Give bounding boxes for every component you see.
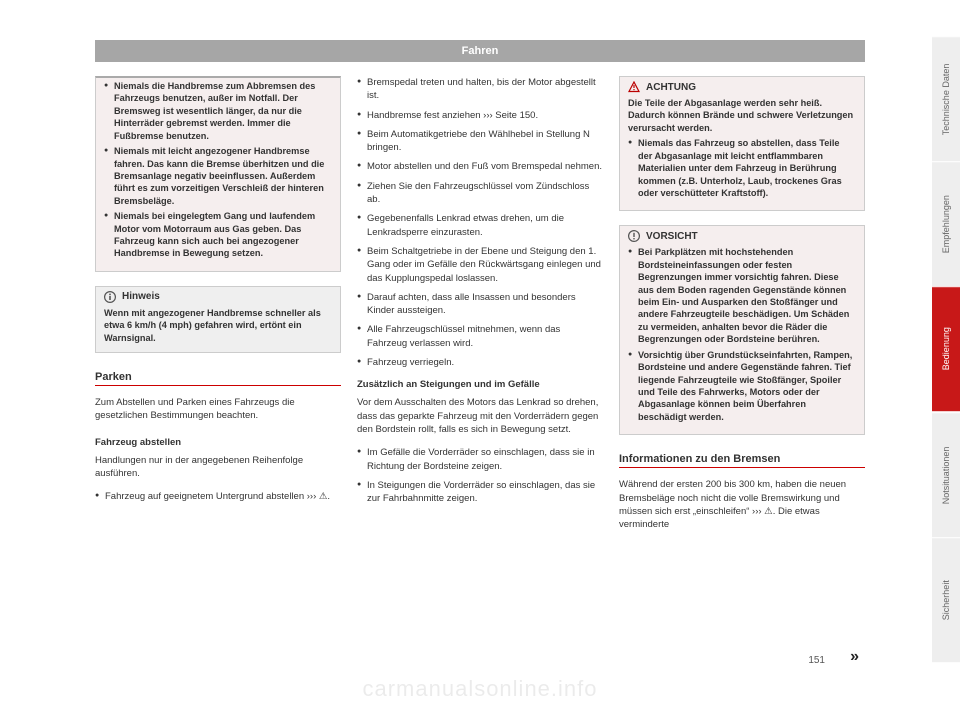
body-bullets: Im Gefälle die Vorderräder so einschlage… (357, 446, 603, 511)
subhead: Fahrzeug abstellen (95, 437, 341, 448)
section-parken: Parken (95, 371, 341, 386)
list-item: Beim Automatikgetriebe den Wählhebel in … (357, 128, 603, 155)
warning-bullet: Niemals mit leicht angezogener Handbrems… (104, 145, 332, 207)
page: Fahren Niemals die Handbremse zum Abbrem… (95, 40, 865, 670)
col-2: Bremspedal treten und halten, bis der Mo… (357, 76, 603, 541)
warning-box-continued: Niemals die Handbremse zum Abbremsen des… (95, 76, 341, 272)
achtung-body: Die Teile der Abgasanlage werden sehr he… (620, 95, 864, 210)
page-title: Fahren (462, 45, 499, 57)
hinweis-text: Wenn mit angezogener Handbremse schnelle… (104, 307, 332, 344)
achtung-bullets: Niemals das Fahrzeug so abstellen, dass … (628, 137, 856, 199)
achtung-lead: Die Teile der Abgasanlage werden sehr he… (628, 97, 856, 134)
vorsicht-box: VORSICHT Bei Parkplätzen mit hochstehend… (619, 225, 865, 435)
subhead: Zusätzlich an Steigungen und im Gefälle (357, 379, 603, 390)
para: Zum Abstellen und Parken eines Fahrzeugs… (95, 396, 341, 423)
vorsicht-label: VORSICHT (646, 231, 698, 242)
hinweis-box: Hinweis Wenn mit angezogener Handbremse … (95, 286, 341, 353)
list-item: Fahrzeug auf geeignetem Untergrund abste… (95, 490, 341, 503)
list-item: Fahrzeug verriegeln. (357, 356, 603, 369)
warning-bullets: Niemals die Handbremse zum Abbremsen des… (104, 80, 332, 260)
achtung-label: ACHTUNG (646, 82, 696, 93)
list-item: Beim Schaltgetriebe in der Ebene und Ste… (357, 245, 603, 285)
list-item: Im Gefälle die Vorderräder so einschlage… (357, 446, 603, 473)
section-bremsen: Informationen zu den Bremsen (619, 453, 865, 468)
achtung-box: ACHTUNG Die Teile der Abgasanlage werden… (619, 76, 865, 211)
warning-box-body: Niemals die Handbremse zum Abbremsen des… (96, 78, 340, 271)
tab-notsituationen[interactable]: Notsituationen (932, 412, 960, 537)
list-item: Handbremse fest anziehen ››› Seite 150. (357, 109, 603, 122)
columns: Niemals die Handbremse zum Abbremsen des… (95, 76, 865, 541)
tab-empfehlungen[interactable]: Empfehlungen (932, 161, 960, 286)
col-3: ACHTUNG Die Teile der Abgasanlage werden… (619, 76, 865, 541)
list-item: Vorsichtig über Grundstückseinfahrten, R… (628, 349, 856, 424)
para: Handlungen nur in der angegebenen Reihen… (95, 454, 341, 481)
tab-sicherheit[interactable]: Sicherheit (932, 537, 960, 662)
vorsicht-body: Bei Parkplätzen mit hochstehenden Bordst… (620, 244, 864, 434)
caution-icon (628, 230, 640, 242)
list-item: Ziehen Sie den Fahrzeugschlüssel vom Zün… (357, 180, 603, 207)
list-item: Motor abstellen und den Fuß vom Bremsped… (357, 160, 603, 173)
para: Während der ersten 200 bis 300 km, haben… (619, 478, 865, 531)
page-header: Fahren (95, 40, 865, 62)
list-item: Alle Fahrzeugschlüssel mitnehmen, wenn d… (357, 323, 603, 350)
warning-bullet: Niemals die Handbremse zum Abbremsen des… (104, 80, 332, 142)
body-bullets: Fahrzeug auf geeignetem Untergrund abste… (95, 490, 341, 509)
list-item: Bei Parkplätzen mit hochstehenden Bordst… (628, 246, 856, 345)
list-item: Bremspedal treten und halten, bis der Mo… (357, 76, 603, 103)
watermark: carmanualsonline.info (0, 676, 960, 702)
list-item: In Steigungen die Vorderräder so einschl… (357, 479, 603, 506)
side-tabs: Technische Daten Empfehlungen Bedienung … (932, 36, 960, 662)
continuation-marker: » (850, 648, 859, 666)
warning-bullet: Niemals bei eingelegtem Gang und laufend… (104, 210, 332, 260)
list-item: Niemals das Fahrzeug so abstellen, dass … (628, 137, 856, 199)
para: Vor dem Ausschalten des Motors das Lenkr… (357, 396, 603, 436)
hinweis-body: Wenn mit angezogener Handbremse schnelle… (96, 305, 340, 352)
list-item: Gegebenenfalls Lenkrad etwas drehen, um … (357, 212, 603, 239)
tab-technische-daten[interactable]: Technische Daten (932, 36, 960, 161)
hinweis-head: Hinweis (96, 287, 340, 305)
vorsicht-bullets: Bei Parkplätzen mit hochstehenden Bordst… (628, 246, 856, 423)
body-bullets: Bremspedal treten und halten, bis der Mo… (357, 76, 603, 375)
warning-triangle-icon (628, 81, 640, 93)
list-item: Darauf achten, dass alle Insassen und be… (357, 291, 603, 318)
info-icon (104, 291, 116, 303)
tab-bedienung[interactable]: Bedienung (932, 286, 960, 411)
col-1: Niemals die Handbremse zum Abbremsen des… (95, 76, 341, 541)
achtung-head: ACHTUNG (620, 77, 864, 95)
page-number: 151 (808, 655, 825, 666)
hinweis-label: Hinweis (122, 291, 160, 302)
vorsicht-head: VORSICHT (620, 226, 864, 244)
list-text: Fahrzeug auf geeignetem Untergrund abste… (105, 491, 330, 502)
